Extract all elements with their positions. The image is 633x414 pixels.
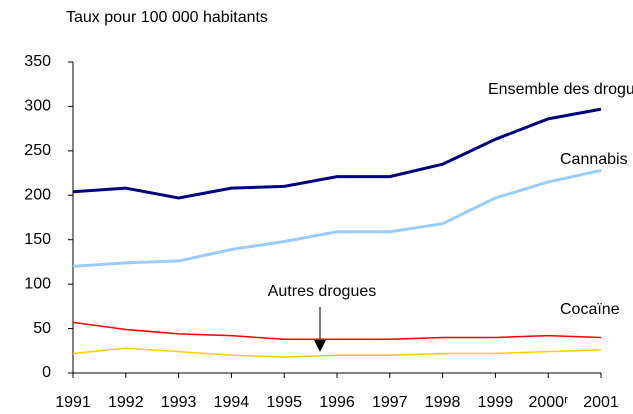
- series-line: [72, 347, 602, 358]
- x-tick-label: 2000ʳ: [528, 394, 568, 411]
- x-tick-label: 1996: [319, 394, 355, 411]
- y-tick-label: 150: [24, 231, 51, 248]
- series-label: Cocaïne: [560, 301, 620, 318]
- x-tick-label: 1997: [372, 394, 408, 411]
- x-tick-label: 1994: [214, 394, 250, 411]
- series-line: [72, 321, 602, 340]
- x-tick-label: 2001: [583, 394, 619, 411]
- y-tick-label: 350: [24, 53, 51, 70]
- x-tick-label: 1995: [266, 394, 302, 411]
- x-tick-label: 1993: [161, 394, 197, 411]
- annotation-arrowhead: [314, 340, 326, 352]
- y-tick-label: 0: [42, 364, 51, 381]
- y-tick-label: 50: [33, 320, 51, 337]
- x-tick-label: 1998: [425, 394, 461, 411]
- x-tick-label: 1999: [478, 394, 514, 411]
- y-tick-label: 250: [24, 142, 51, 159]
- series-label: Cannabis: [560, 151, 628, 168]
- x-tick-label: 1991: [55, 394, 91, 411]
- y-tick-label: 300: [24, 98, 51, 115]
- y-tick-label: 100: [24, 275, 51, 292]
- x-tick-label: 1992: [108, 394, 144, 411]
- series-line: [72, 107, 602, 200]
- y-axis-label: Taux pour 100 000 habitants: [66, 9, 268, 26]
- series-label: Autres drogues: [268, 283, 377, 300]
- series-line: [72, 168, 602, 268]
- y-tick-label: 200: [24, 187, 51, 204]
- series-label: Ensemble des drogues: [488, 81, 633, 98]
